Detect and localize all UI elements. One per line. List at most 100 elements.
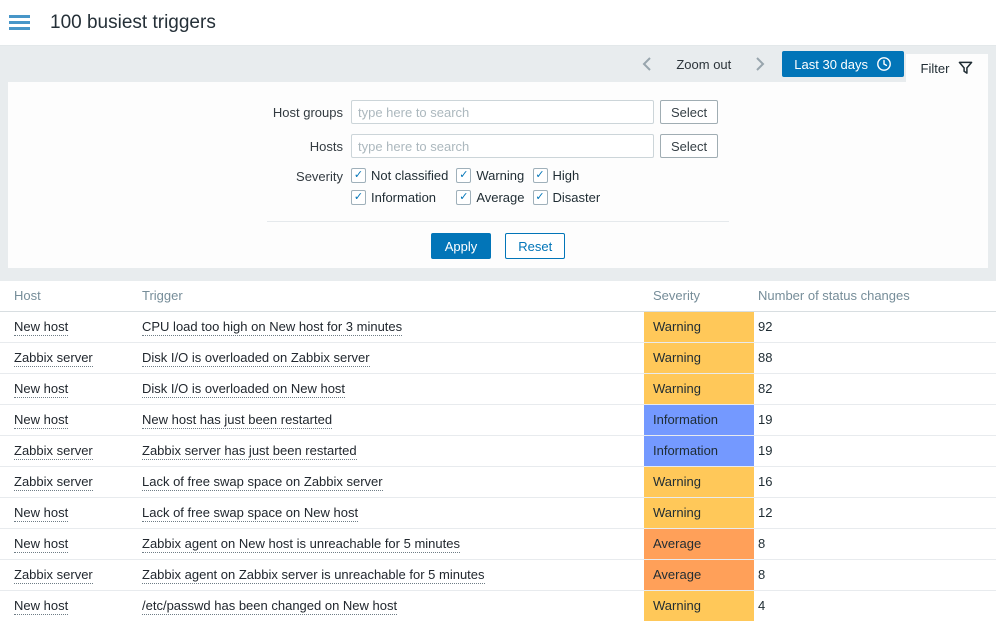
trigger-link[interactable]: Zabbix server has just been restarted [142, 443, 357, 460]
clock-icon [877, 57, 891, 71]
time-back-button[interactable] [635, 52, 659, 76]
hosts-row: Hosts Select [267, 134, 729, 158]
host-link[interactable]: Zabbix server [14, 567, 93, 584]
host-link[interactable]: New host [14, 319, 69, 336]
filter-panel: Host groups Select Hosts Select Severity… [8, 82, 988, 268]
status-changes-count: 12 [754, 497, 996, 529]
triggers-table-body: New host CPU load too high on New host fo… [0, 311, 996, 621]
reset-button[interactable]: Reset [505, 233, 566, 259]
checkbox-checked-icon[interactable]: ✓ [532, 168, 548, 183]
host-cell: New host [0, 311, 142, 343]
severity-cell: Warning [644, 497, 754, 529]
table-row: Zabbix server Zabbix agent on Zabbix serv… [0, 559, 996, 591]
table-header-row: Host Trigger Severity Number of status c… [0, 281, 996, 312]
apply-button[interactable]: Apply [430, 233, 492, 259]
host-link[interactable]: New host [14, 412, 69, 429]
time-bar: Zoom out Last 30 days Filter [0, 46, 996, 82]
checkbox-checked-icon[interactable]: ✓ [456, 168, 472, 183]
severity-option-label: Information [371, 190, 437, 205]
severity-option-label: High [552, 168, 580, 183]
filter-funnel-icon [959, 61, 973, 74]
trigger-link[interactable]: Disk I/O is overloaded on Zabbix server [142, 350, 370, 367]
host-link[interactable]: New host [14, 381, 69, 398]
host-link[interactable]: Zabbix server [14, 443, 93, 460]
trigger-link[interactable]: Disk I/O is overloaded on New host [142, 381, 346, 398]
tab-filter[interactable]: Filter [906, 54, 988, 82]
severity-cell: Warning [644, 466, 754, 498]
hosts-select-button[interactable]: Select [660, 134, 719, 158]
checkbox-checked-icon[interactable]: ✓ [351, 168, 366, 183]
trigger-cell: Lack of free swap space on New host [142, 497, 644, 529]
trigger-cell: New host has just been restarted [142, 404, 644, 436]
host-cell: New host [0, 590, 142, 621]
trigger-link[interactable]: Zabbix agent on Zabbix server is unreach… [142, 567, 485, 584]
severity-option[interactable]: ✓ Disaster [532, 190, 609, 205]
menu-icon[interactable] [9, 12, 37, 34]
chevron-right-icon [756, 57, 765, 71]
top-bar: 100 busiest triggers [0, 0, 996, 46]
severity-cell: Information [644, 404, 754, 436]
hosts-input[interactable] [351, 134, 654, 158]
trigger-link[interactable]: Zabbix agent on New host is unreachable … [142, 536, 460, 553]
column-header-trigger: Trigger [142, 281, 644, 312]
checkbox-checked-icon[interactable]: ✓ [532, 190, 548, 205]
severity-option-label: Disaster [552, 190, 601, 205]
filter-tab-label: Filter [920, 60, 950, 76]
checkbox-checked-icon[interactable]: ✓ [456, 190, 472, 205]
trigger-link[interactable]: /etc/passwd has been changed on New host [142, 598, 398, 615]
table-row: New host Zabbix agent on New host is unre… [0, 528, 996, 560]
status-changes-count: 16 [754, 466, 996, 498]
table-row: New host/etc/passwd has been changed on … [0, 590, 996, 621]
host-link[interactable]: Zabbix server [14, 350, 93, 367]
table-row: New host Disk I/O is overloaded on New ho… [0, 373, 996, 405]
trigger-cell: Disk I/O is overloaded on Zabbix server [142, 342, 644, 374]
severity-option[interactable]: ✓ High [532, 168, 609, 183]
host-link[interactable]: New host [14, 536, 69, 553]
trigger-link[interactable]: New host has just been restarted [142, 412, 333, 429]
table-row: Zabbix server Zabbix server has just been… [0, 435, 996, 467]
host-link[interactable]: New host [14, 598, 69, 615]
hosts-label: Hosts [309, 138, 343, 154]
severity-option-label: Not classified [371, 168, 449, 183]
column-header-status-changes: Number of status changes [754, 281, 996, 312]
trigger-cell: Disk I/O is overloaded on New host [142, 373, 644, 405]
table-row: Zabbix server Disk I/O is overloaded on Z… [0, 342, 996, 374]
host-cell: Zabbix server [0, 559, 142, 591]
time-forward-button[interactable] [748, 52, 772, 76]
time-range-button[interactable]: Last 30 days [782, 51, 904, 77]
severity-option-label: Warning [476, 168, 525, 183]
trigger-cell: CPU load too high on New host for 3 minu… [142, 311, 644, 343]
severity-option[interactable]: ✓ Not classified [351, 168, 456, 183]
trigger-link[interactable]: CPU load too high on New host for 3 minu… [142, 319, 403, 336]
table-row: New host New host has just been restarted… [0, 404, 996, 436]
severity-cell: Average [644, 559, 754, 591]
severity-option[interactable]: ✓ Information [351, 190, 456, 205]
severity-label: Severity [296, 169, 343, 184]
host-cell: Zabbix server [0, 342, 142, 374]
host-cell: Zabbix server [0, 435, 142, 467]
severity-option[interactable]: ✓ Average [456, 190, 532, 205]
status-changes-count: 8 [754, 559, 996, 591]
severity-option[interactable]: ✓ Warning [456, 168, 532, 183]
filter-buttons: Apply Reset [267, 221, 729, 259]
host-cell: Zabbix server [0, 466, 142, 498]
host-groups-select-button[interactable]: Select [660, 100, 719, 124]
host-cell: New host [0, 497, 142, 529]
host-cell: New host [0, 528, 142, 560]
filter-zone: Zoom out Last 30 days Filter Host groups… [0, 46, 996, 281]
status-changes-count: 88 [754, 342, 996, 374]
host-cell: New host [0, 404, 142, 436]
severity-cell: Warning [644, 311, 754, 343]
severity-cell: Warning [644, 342, 754, 374]
host-cell: New host [0, 373, 142, 405]
host-link[interactable]: Zabbix server [14, 474, 93, 491]
trigger-link[interactable]: Lack of free swap space on New host [142, 505, 359, 522]
table-row: Zabbix server Lack of free swap space on … [0, 466, 996, 498]
status-changes-count: 92 [754, 311, 996, 343]
trigger-link[interactable]: Lack of free swap space on Zabbix server [142, 474, 383, 491]
host-groups-input[interactable] [351, 100, 654, 124]
severity-cell: Average [644, 528, 754, 560]
zoom-out-button[interactable]: Zoom out [676, 56, 732, 72]
checkbox-checked-icon[interactable]: ✓ [351, 190, 366, 205]
host-link[interactable]: New host [14, 505, 69, 522]
